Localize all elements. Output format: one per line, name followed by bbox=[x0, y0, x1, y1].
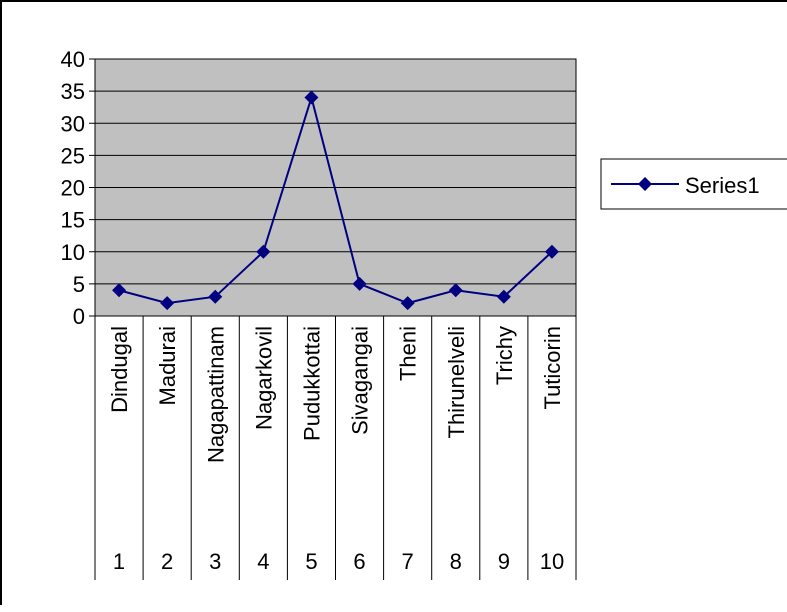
y-axis: 0 5 10 15 20 25 30 35 40 bbox=[61, 47, 95, 329]
category-label: Theni bbox=[396, 326, 421, 381]
y-tick-label: 25 bbox=[61, 143, 85, 168]
category-label: Nagapattinam bbox=[203, 326, 228, 463]
data-point bbox=[448, 283, 463, 298]
category-label: Tuticorin bbox=[540, 326, 565, 410]
category-number: 2 bbox=[161, 549, 173, 574]
category-number: 10 bbox=[540, 549, 564, 574]
data-point bbox=[400, 296, 415, 311]
data-point bbox=[352, 276, 367, 291]
category-number: 4 bbox=[257, 549, 269, 574]
series-line bbox=[118, 93, 553, 305]
series-layer bbox=[112, 90, 559, 311]
y-tick-label: 30 bbox=[61, 111, 85, 136]
legend-label: Series1 bbox=[685, 173, 760, 198]
data-point bbox=[256, 244, 271, 259]
y-tick-label: 40 bbox=[61, 47, 85, 72]
data-point bbox=[208, 289, 223, 304]
category-label: Thirunelveli bbox=[444, 326, 469, 439]
data-point bbox=[160, 296, 175, 311]
y-tick-label: 20 bbox=[61, 176, 85, 201]
category-label: Madurai bbox=[155, 326, 180, 405]
category-number: 9 bbox=[498, 549, 510, 574]
category-label: Nagarkovil bbox=[251, 326, 276, 430]
data-point bbox=[112, 283, 127, 298]
category-number: 1 bbox=[113, 549, 125, 574]
category-label: Trichy bbox=[492, 326, 517, 385]
category-table: Dindugal 1 Madurai 2 Nagapattinam 3 Nagarkovil… bbox=[94, 316, 577, 580]
gridlines bbox=[95, 90, 576, 285]
data-point bbox=[496, 289, 511, 304]
y-tick-label: 35 bbox=[61, 79, 85, 104]
category-label: Sivagangai bbox=[348, 326, 373, 435]
category-number: 6 bbox=[353, 549, 365, 574]
y-tick-label: 0 bbox=[73, 304, 85, 329]
legend: Series1 bbox=[600, 158, 787, 210]
category-label: Pudukkottai bbox=[299, 326, 324, 441]
category-number: 3 bbox=[209, 549, 221, 574]
legend-marker bbox=[638, 177, 652, 191]
category-label: Dindugal bbox=[107, 326, 132, 413]
y-tick-label: 5 bbox=[73, 272, 85, 297]
category-number: 7 bbox=[402, 549, 414, 574]
category-number: 8 bbox=[450, 549, 462, 574]
category-number: 5 bbox=[305, 549, 317, 574]
data-point bbox=[304, 90, 319, 105]
y-tick-label: 10 bbox=[61, 240, 85, 265]
data-point bbox=[544, 244, 559, 259]
y-tick-label: 15 bbox=[61, 208, 85, 233]
